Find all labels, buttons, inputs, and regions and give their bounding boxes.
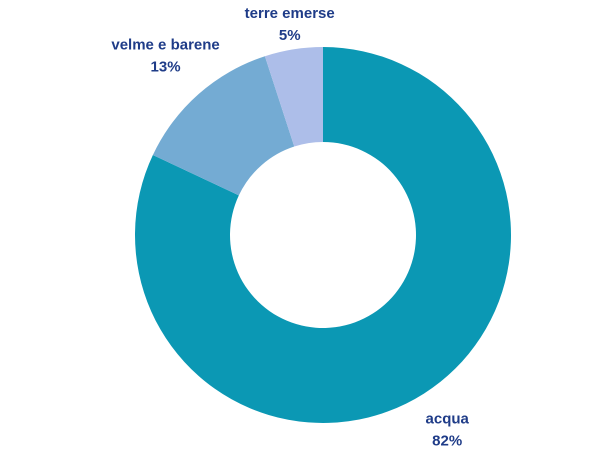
donut-slice <box>135 47 511 424</box>
slice-label: terre emerse <box>245 5 335 22</box>
donut-slice <box>264 47 323 147</box>
slice-value-label: 13% <box>151 58 181 75</box>
slice-value-label: 82% <box>432 433 462 450</box>
slice-label: velme e barene <box>111 36 219 53</box>
slice-label: acqua <box>426 411 470 428</box>
slice-value-label: 5% <box>279 27 301 44</box>
donut-slice <box>152 56 295 196</box>
